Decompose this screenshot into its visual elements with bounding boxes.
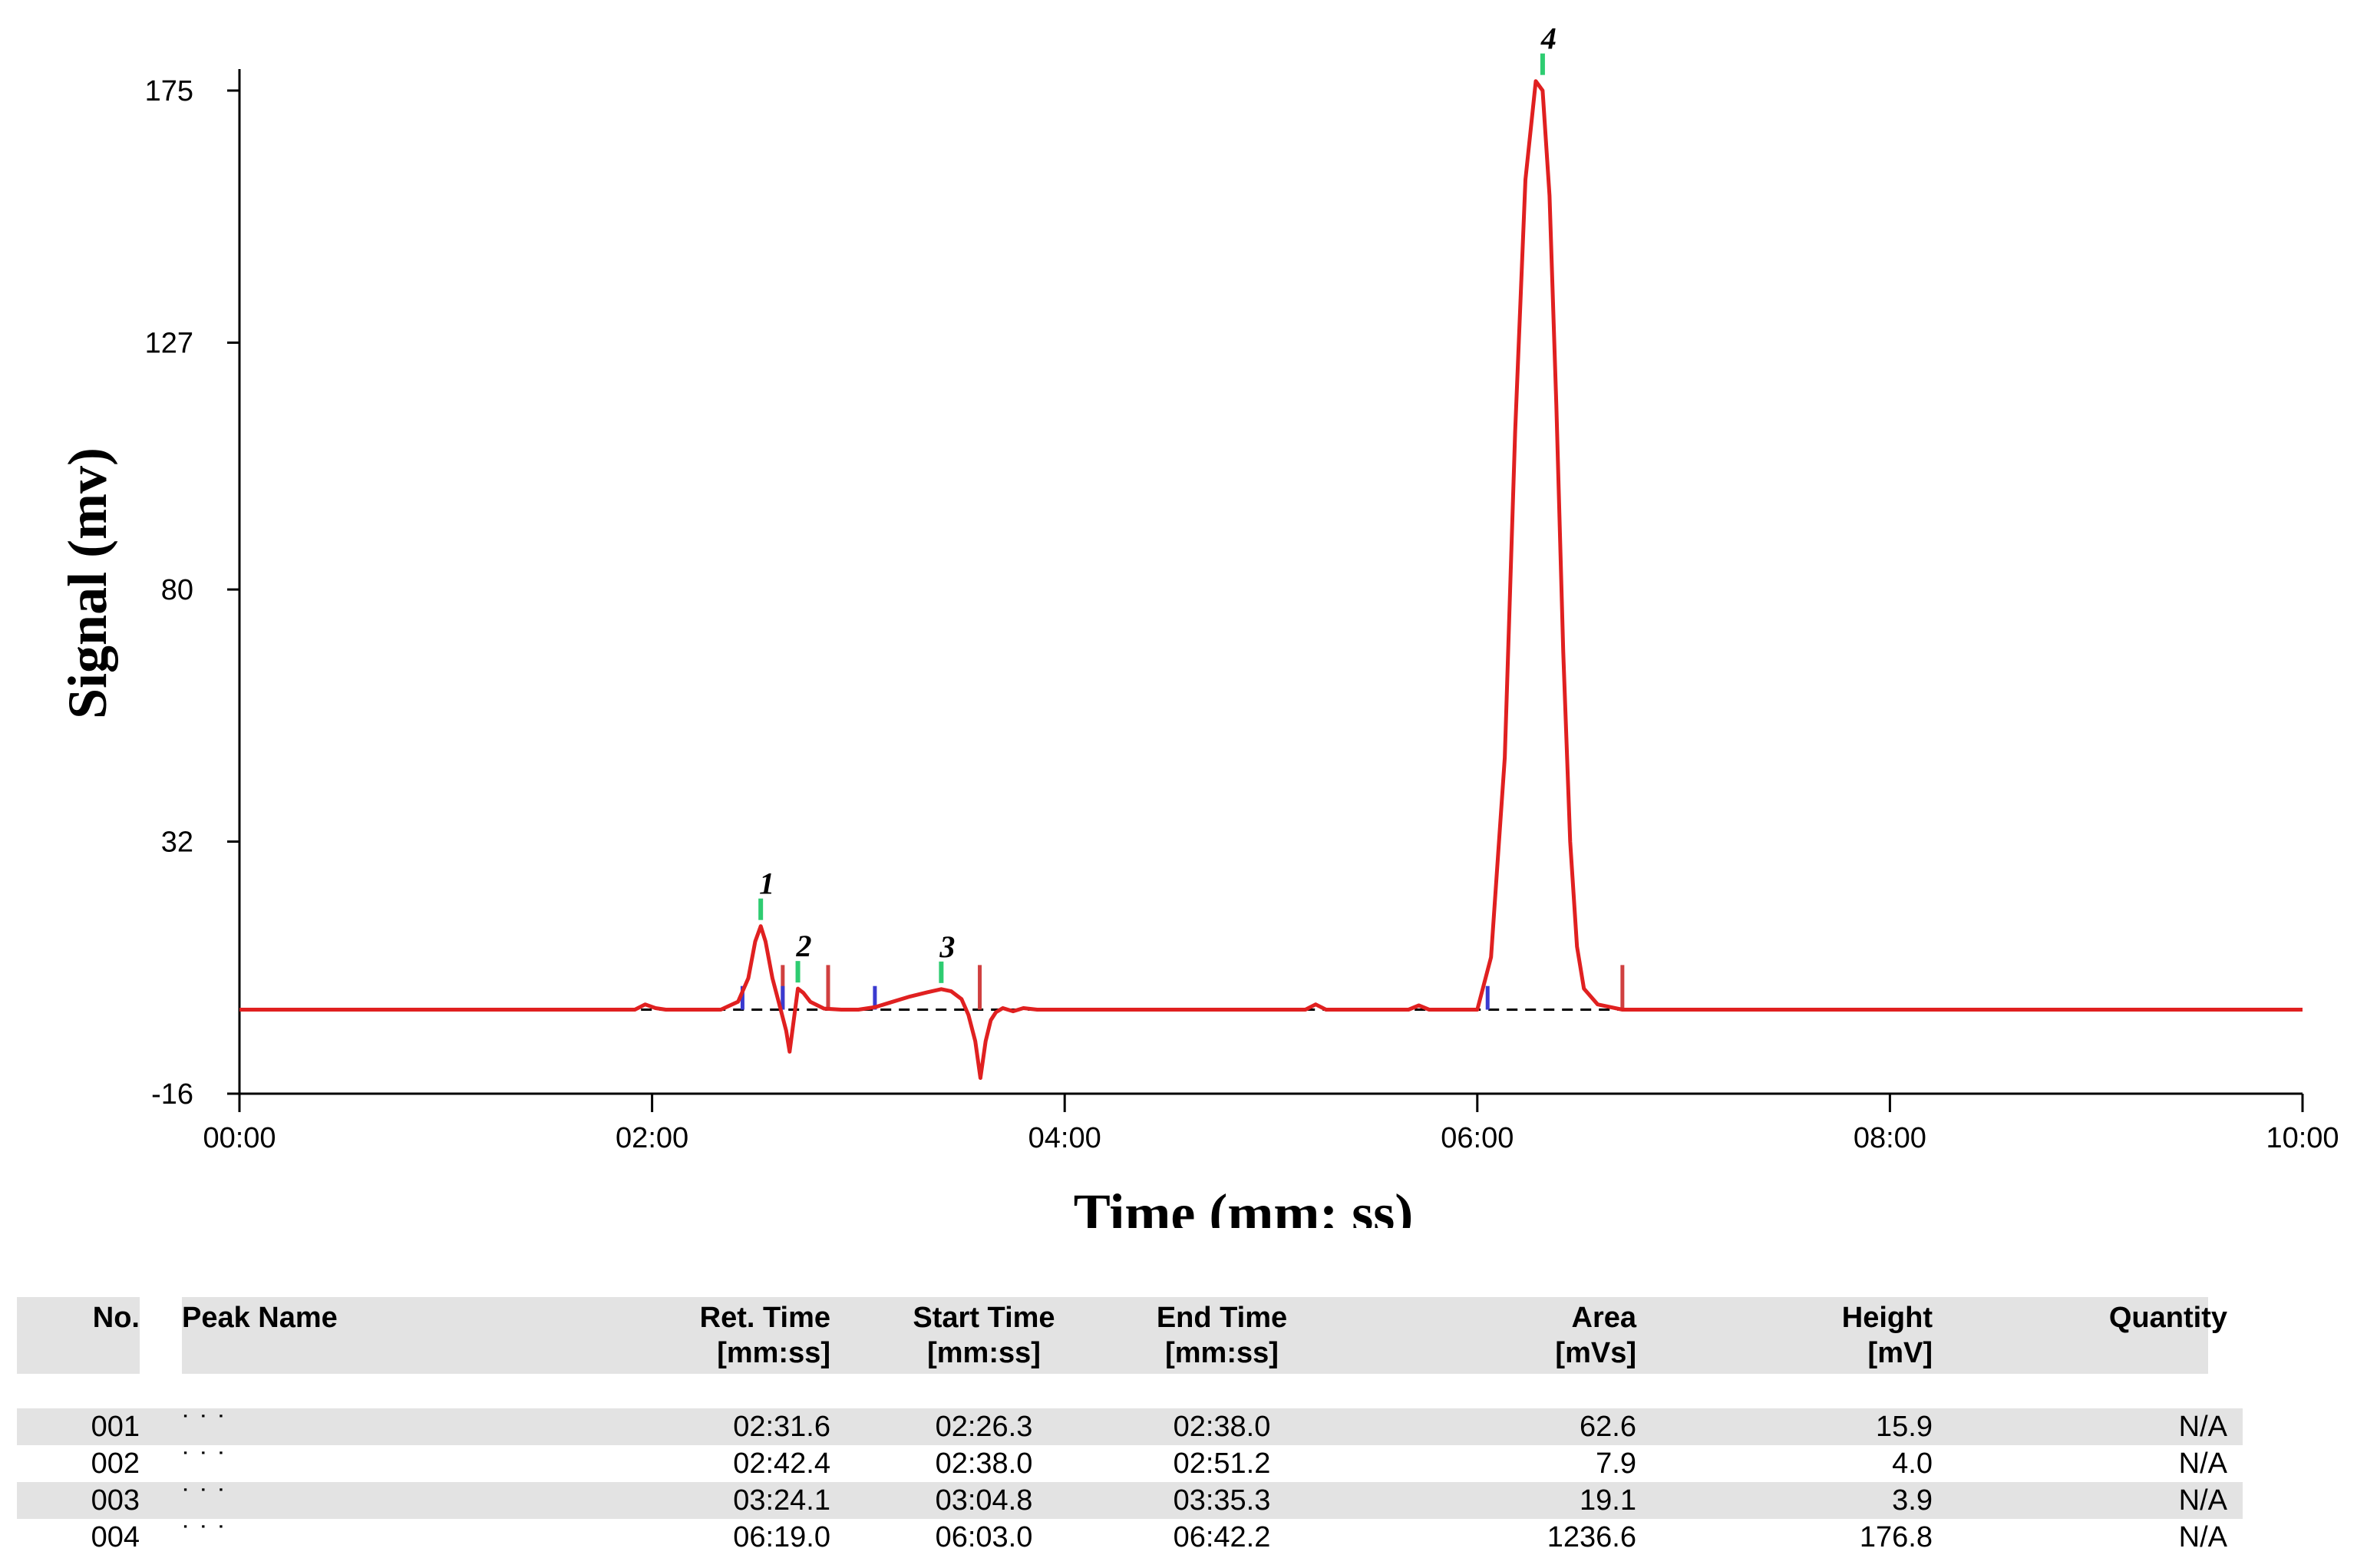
cell-height: 176.8 [1859, 1521, 1933, 1553]
cell-start-time: 06:03.0 [935, 1521, 1033, 1553]
cell-end-time: 03:35.3 [1173, 1484, 1271, 1517]
x-tick-label: 10:00 [2266, 1122, 2339, 1154]
y-tick-label: 127 [145, 327, 193, 359]
header-no: No. [17, 1297, 140, 1374]
cell-no: 002 [91, 1448, 140, 1480]
peak-labels: 12 3 4 [758, 21, 1557, 983]
cell-ret-time: 02:42.4 [733, 1448, 830, 1480]
peak-label: 1 [759, 867, 774, 901]
cell-no: 004 [91, 1521, 140, 1553]
table-row: 001 ˙ ˙ ˙ 02:31.6 02:26.3 02:38.0 62.6 15.9 N/A [17, 1408, 2243, 1445]
chromatogram-chart: 175 127 80 32 -16 00:00 02:00 04:00 06:00 08:00 10… [57, 21, 2339, 1228]
y-axis-title: Signal (mv) [57, 447, 118, 719]
header-peak-name: Peak Name [182, 1302, 338, 1334]
peak-label: 4 [1540, 21, 1557, 56]
cell-quantity: N/A [2178, 1484, 2227, 1517]
cell-ret-time: 06:19.0 [733, 1521, 830, 1553]
header-end-time: End Time [mm:ss] [1156, 1302, 1288, 1369]
cell-height: 3.9 [1892, 1484, 1933, 1517]
cell-area: 1236.6 [1547, 1521, 1636, 1553]
cell-end-time: 02:38.0 [1173, 1411, 1271, 1443]
cell-peak-name: ˙ ˙ ˙ [182, 1484, 228, 1517]
y-tick-label: 175 [145, 75, 193, 107]
table-row: 004 ˙ ˙ ˙ 06:19.0 06:03.0 06:42.2 1236.6 176.8… [17, 1519, 2243, 1556]
series-layer [239, 79, 2303, 1080]
header-ret-time: Ret. Time [mm:ss] [699, 1302, 830, 1369]
x-tick-label: 08:00 [1854, 1122, 1926, 1154]
cell-quantity: N/A [2178, 1448, 2227, 1480]
y-tick-label: -16 [151, 1078, 193, 1111]
table-row: 003 ˙ ˙ ˙ 03:24.1 03:04.8 03:35.3 19.1 3.9 N/A [17, 1482, 2243, 1519]
x-tick-label: 00:00 [203, 1122, 276, 1154]
header-height: Height [mV] [1841, 1302, 1933, 1369]
cell-area: 7.9 [1596, 1448, 1636, 1480]
cell-start-time: 03:04.8 [935, 1484, 1033, 1517]
cell-height: 4.0 [1892, 1448, 1933, 1480]
cell-no: 001 [91, 1411, 140, 1443]
x-axis-title: Time (mm: ss) [1074, 1183, 1414, 1228]
cell-end-time: 02:51.2 [1173, 1448, 1271, 1480]
y-tick-label: 32 [161, 827, 193, 859]
x-tick-label: 04:00 [1028, 1122, 1101, 1154]
header-quantity: Quantity [2108, 1302, 2227, 1334]
table-row: 002 ˙ ˙ ˙ 02:42.4 02:38.0 02:51.2 7.9 4.0 N/A [17, 1445, 2243, 1482]
cell-height: 15.9 [1876, 1411, 1933, 1443]
y-tick-label: 80 [161, 574, 193, 606]
cell-peak-name: ˙ ˙ ˙ [182, 1448, 228, 1480]
cell-start-time: 02:26.3 [935, 1411, 1033, 1443]
peak-label: 2 [796, 929, 812, 963]
chromatogram-line [239, 79, 2303, 1080]
cell-quantity: N/A [2178, 1521, 2227, 1553]
cell-end-time: 06:42.2 [1173, 1521, 1271, 1553]
cell-ret-time: 03:24.1 [733, 1484, 830, 1517]
cell-ret-time: 02:31.6 [733, 1411, 830, 1443]
header-start-time: Start Time [mm:ss] [913, 1302, 1055, 1369]
table-header: No. Peak Name Ret. Time [mm:ss] Start Tim… [17, 1297, 2243, 1374]
cell-no: 003 [91, 1484, 140, 1517]
cell-quantity: N/A [2178, 1411, 2227, 1443]
table-body: 001 ˙ ˙ ˙ 02:31.6 02:26.3 02:38.0 62.6 15.9 N/A… [17, 1408, 2243, 1556]
peak-table: No. Peak Name Ret. Time [mm:ss] Start Tim… [17, 1297, 2243, 1556]
cell-start-time: 02:38.0 [935, 1448, 1033, 1480]
x-tick-label: 06:00 [1441, 1122, 1514, 1154]
peak-label: 3 [939, 929, 955, 964]
header-bg [182, 1297, 2208, 1374]
cell-area: 62.6 [1580, 1411, 1636, 1443]
cell-area: 19.1 [1580, 1484, 1636, 1517]
peak-markers [740, 965, 1625, 1010]
cell-peak-name: ˙ ˙ ˙ [182, 1411, 228, 1443]
x-tick-label: 02:00 [616, 1122, 688, 1154]
header-area: Area [mVs] [1555, 1302, 1636, 1369]
cell-peak-name: ˙ ˙ ˙ [182, 1521, 228, 1553]
